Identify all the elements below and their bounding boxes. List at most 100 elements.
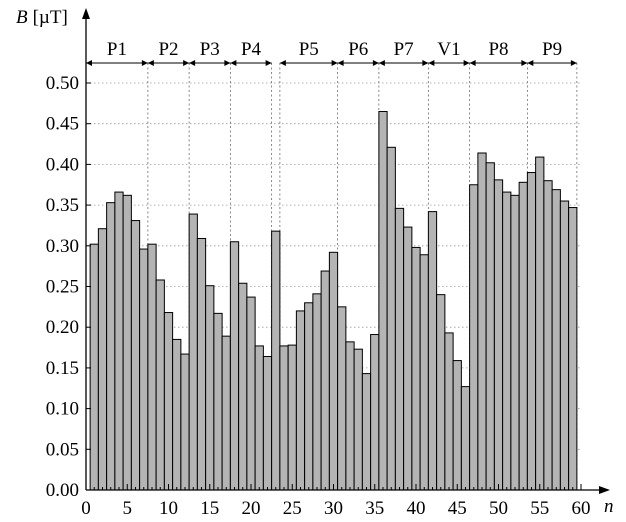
x-axis-title: n (604, 496, 614, 517)
region-label: P5 (299, 39, 319, 60)
bar (147, 243, 157, 491)
y-tick-label: 0.40 (46, 154, 79, 175)
bar (188, 213, 198, 491)
bar (196, 237, 207, 491)
bar (229, 241, 240, 491)
bar (287, 344, 297, 491)
y-tick-label: 0.25 (46, 277, 79, 298)
y-tick-label: 0.35 (46, 195, 79, 216)
bar (122, 194, 132, 491)
region-arrow-left (147, 60, 154, 66)
x-tick-label: 30 (324, 498, 343, 519)
bar (485, 162, 495, 491)
bar (205, 285, 215, 491)
y-tick-label: 0.45 (46, 114, 79, 135)
region-label: P9 (542, 39, 562, 60)
bar (502, 191, 512, 491)
axes (82, 8, 610, 494)
region-span: P9 (527, 39, 577, 66)
bar (180, 353, 190, 491)
x-tick-label: 5 (123, 498, 133, 519)
bar (279, 345, 289, 491)
region-label: P8 (488, 39, 508, 60)
region-arrow-right (570, 60, 577, 66)
bar (403, 226, 413, 491)
bar (394, 207, 405, 491)
y-axis-arrow (82, 8, 90, 19)
bar (535, 156, 545, 491)
region-arrow-left (86, 60, 92, 66)
region-arrow-right (372, 60, 379, 66)
region-span: P1 (86, 39, 148, 66)
bar (551, 189, 561, 491)
x-tick-label: 20 (242, 498, 261, 519)
x-tick-label: 40 (407, 498, 426, 519)
y-tick-label: 0.20 (46, 317, 79, 338)
bar (172, 338, 182, 491)
x-tick-label: 55 (530, 498, 549, 519)
bar (328, 251, 339, 491)
bar (246, 296, 256, 491)
region-span: P5 (279, 39, 338, 66)
region-span: V1 (428, 39, 470, 66)
bar (337, 306, 347, 491)
bar (130, 220, 141, 491)
bar (320, 270, 330, 491)
bar (353, 348, 363, 491)
x-tick-label: 35 (365, 498, 384, 519)
bar (436, 294, 446, 491)
region-arrow-right (224, 60, 231, 66)
bar (361, 373, 372, 491)
region-arrow-left (428, 60, 435, 66)
bar (139, 248, 149, 491)
bar (477, 152, 487, 491)
bar (378, 110, 388, 491)
x-tick-label: 45 (448, 498, 467, 519)
region-label: P3 (200, 39, 220, 60)
region-label: P7 (394, 39, 414, 60)
bar (370, 334, 380, 491)
bar (518, 181, 528, 491)
bar (469, 184, 479, 491)
y-tick-label: 0.05 (46, 439, 79, 460)
region-span: P6 (337, 39, 379, 66)
x-tick-label: 0 (81, 498, 91, 519)
region-label: P4 (241, 39, 262, 60)
x-tick-label: 15 (200, 498, 219, 519)
bar (97, 228, 108, 491)
y-axis-variable: B (16, 7, 28, 28)
bar (452, 360, 462, 491)
region-span: P4 (230, 39, 272, 66)
region-arrow-left (527, 60, 534, 66)
y-tick-label: 0.10 (46, 399, 79, 420)
bar (213, 312, 223, 491)
region-arrow-right (141, 60, 148, 66)
region-arrow-left (469, 60, 476, 66)
region-span: P7 (378, 39, 429, 66)
bar (543, 180, 553, 491)
x-tick-label: 25 (283, 498, 302, 519)
bar (163, 312, 174, 491)
bar (419, 254, 429, 491)
bar (568, 207, 578, 491)
region-arrow-left (230, 60, 237, 66)
bar (444, 332, 454, 491)
region-arrow-right (265, 60, 272, 66)
bar (526, 172, 537, 491)
region-span: P2 (147, 39, 190, 66)
bar (386, 146, 396, 491)
bar (304, 302, 314, 491)
bar (510, 194, 520, 491)
bar (238, 282, 248, 491)
bar (106, 202, 116, 491)
x-tick-label: 10 (159, 498, 178, 519)
region-arrow-left (378, 60, 385, 66)
bar (460, 386, 471, 491)
region-arrow-left (189, 60, 196, 66)
x-axis-arrow (599, 486, 610, 494)
bar (114, 191, 124, 491)
x-tick-label: 50 (489, 498, 508, 519)
bar (89, 243, 99, 491)
region-span: P8 (469, 39, 528, 66)
bar (155, 279, 165, 491)
